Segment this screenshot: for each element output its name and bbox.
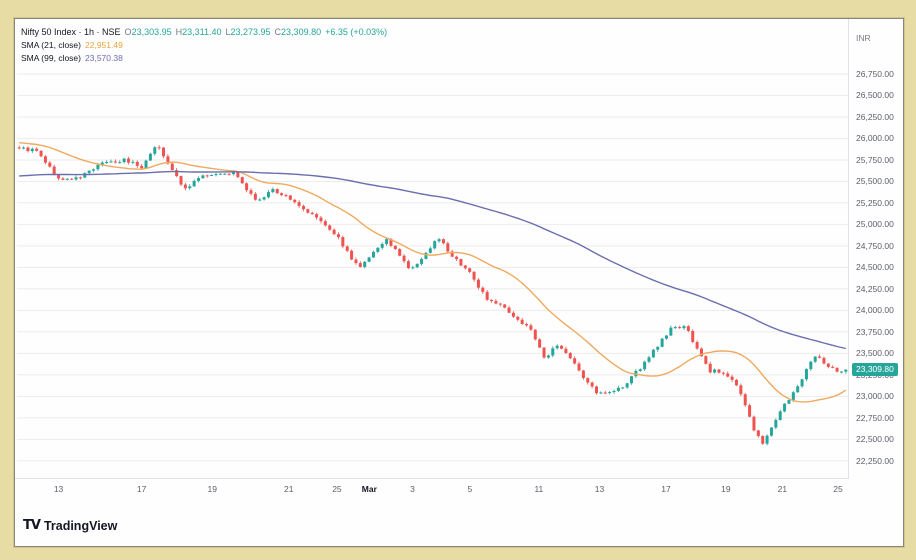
tradingview-logo-icon: TV (23, 518, 41, 533)
time-label: 25 (833, 484, 843, 494)
tradingview-logo-text: TradingView (43, 518, 118, 533)
price-tick: 22,500.00 (856, 434, 894, 445)
time-scale[interactable]: 13 17 19 21 25 Mar 3 5 11 13 17 19 21 25 (15, 478, 849, 501)
sma99-row[interactable]: SMA (99, close) 23,570.38 (21, 52, 387, 64)
time-label: 13 (53, 484, 64, 494)
time-label: 13 (594, 484, 605, 494)
price-tick: 23,000.00 (856, 391, 894, 402)
ohlc-values: O23,303.95 H23,311.40 L23,273.95 C23,309.80 (121, 27, 322, 37)
time-label: 25 (332, 484, 342, 494)
legend: Nifty 50 Index · 1h · NSE O23,303.95 H23,3… (21, 26, 387, 64)
price-tick: 25,000.00 (856, 219, 894, 230)
price-tick: 26,000.00 (856, 133, 894, 144)
time-label: 19 (207, 484, 218, 494)
price-tick: 25,500.00 (856, 176, 894, 187)
time-label: 21 (284, 484, 294, 494)
price-tick: 24,250.00 (856, 283, 894, 294)
time-label: 3 (410, 484, 415, 494)
price-tick: 23,500.00 (856, 348, 894, 359)
time-label: 21 (777, 484, 788, 494)
sma21-row[interactable]: SMA (21, close) 22,951.49 (21, 39, 387, 51)
sma99-label: SMA (99, close) (21, 53, 81, 63)
price-tick: 25,250.00 (856, 197, 894, 208)
currency-label: INR (856, 33, 871, 43)
price-tick: 26,750.00 (856, 68, 894, 79)
change-value: +6.35 (+0.03%) (325, 27, 388, 37)
price-tick: 25,750.00 (856, 154, 894, 165)
chart-panel: Nifty 50 Index · 1h · NSE O23,303.95 H23,3… (14, 18, 904, 547)
price-tick: 23,750.00 (856, 326, 894, 337)
time-label: 19 (721, 484, 731, 494)
ohlc-pair: O23,303.95 (124, 27, 172, 37)
sma21-line (19, 142, 847, 403)
price-tick: 26,500.00 (856, 90, 894, 101)
sma99-line (19, 170, 846, 350)
sma21-value: 22,951.49 (85, 40, 123, 50)
time-label: 11 (534, 484, 544, 494)
symbol-row[interactable]: Nifty 50 Index · 1h · NSE O23,303.95 H23,3… (21, 26, 387, 38)
tradingview-logo[interactable]: TV TradingView (23, 518, 117, 533)
price-tick: 22,750.00 (856, 412, 894, 423)
price-tick: 24,750.00 (856, 240, 894, 251)
candles (17, 145, 848, 446)
price-tick: 22,250.00 (856, 455, 894, 466)
price-chart[interactable] (17, 25, 848, 478)
time-label: 5 (467, 484, 473, 494)
ohlc-pair: L23,273.95 (225, 27, 271, 37)
sma99-value: 23,570.38 (85, 53, 123, 63)
sma21-label: SMA (21, close) (21, 40, 81, 50)
ohlc-pair: C23,309.80 (274, 27, 322, 37)
grid-lines (17, 73, 848, 462)
last-price-label: 23,309.80 (852, 362, 898, 376)
price-tick: 24,500.00 (856, 262, 894, 273)
ohlc-pair: H23,311.40 (175, 27, 222, 37)
time-label-month: Mar (361, 484, 377, 494)
time-label: 17 (136, 484, 147, 494)
price-scale[interactable]: INR 23,309.80 26,750.00 26,500.00 26,250.0… (848, 19, 903, 478)
price-tick: 24,000.00 (856, 305, 894, 316)
time-label: 17 (661, 484, 671, 494)
symbol-title: Nifty 50 Index · 1h · NSE (21, 27, 121, 37)
price-tick: 26,250.00 (856, 111, 894, 122)
